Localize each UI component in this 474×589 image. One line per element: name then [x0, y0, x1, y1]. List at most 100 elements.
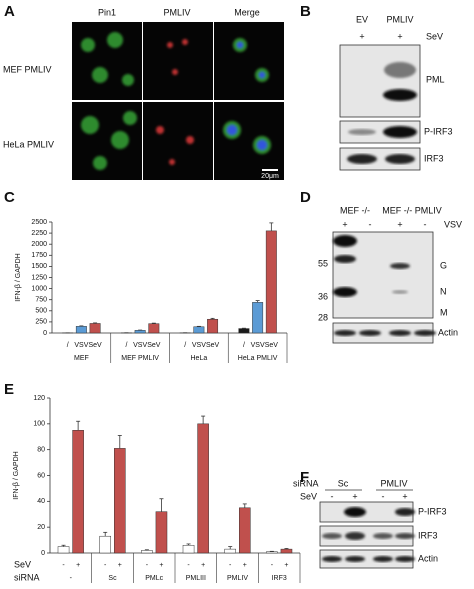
y-tick-label: 80: [37, 447, 45, 454]
series-label: +: [159, 562, 163, 569]
series-label: VSV: [74, 342, 88, 349]
protein-label: N: [440, 286, 447, 296]
series-label: /: [125, 342, 127, 349]
y-tick-label: 1500: [31, 263, 47, 270]
band-label: PML: [426, 74, 445, 84]
lane-mark: -: [369, 219, 372, 229]
lane-label: MEF -/- PMLIV: [382, 205, 442, 215]
bar: [224, 548, 237, 554]
group-label: MEF: [74, 355, 89, 362]
bar: [141, 550, 153, 554]
lane-mark: -: [424, 219, 427, 229]
treatment-label: SeV: [426, 31, 443, 41]
y-tick-label: 120: [33, 395, 45, 402]
scale-bar-label: 20μm: [261, 173, 279, 180]
y-tick-label: 100: [33, 421, 45, 428]
bar: [239, 507, 251, 554]
row-label: siRNA: [14, 572, 40, 582]
bar: [193, 326, 205, 334]
series-label: -: [187, 562, 190, 569]
bar: [266, 551, 278, 554]
lane-mark: -: [382, 491, 385, 501]
column-label: Pin1: [98, 7, 116, 17]
bar: [238, 328, 250, 334]
bar: [114, 448, 126, 554]
bar: [89, 323, 101, 334]
y-tick-label: 60: [37, 472, 45, 479]
band-label: IRF3: [418, 530, 438, 540]
protein-label: G: [440, 260, 447, 270]
y-tick-label: 2500: [31, 219, 47, 226]
row-label: SeV: [300, 491, 317, 501]
series-label: -: [62, 562, 65, 569]
series-label: VSV: [133, 342, 147, 349]
y-tick-label: 250: [35, 319, 47, 326]
series-label: +: [118, 562, 122, 569]
group-label: PMLIV: [227, 575, 248, 582]
bar: [72, 430, 84, 554]
lane-label: Sc: [338, 478, 349, 488]
series-label: SeV: [147, 342, 161, 349]
series-label: -: [146, 562, 149, 569]
band-label: Actin: [418, 553, 438, 563]
y-tick-label: 750: [35, 297, 47, 304]
series-label: +: [76, 562, 80, 569]
y-tick-label: 2000: [31, 241, 47, 248]
lane-mark: +: [352, 491, 357, 501]
protein-label: M: [440, 307, 448, 317]
panel-label: E: [4, 381, 14, 398]
y-tick-label: 1750: [31, 252, 47, 259]
series-label: SeV: [265, 342, 279, 349]
series-label: SeV: [88, 342, 102, 349]
band-label: IRF3: [424, 153, 444, 163]
y-tick-label: 20: [37, 524, 45, 531]
bar: [207, 318, 219, 334]
y-tick-label: 1000: [31, 285, 47, 292]
bar: [57, 546, 70, 554]
group-label: HeLa: [191, 355, 208, 362]
panel-label: A: [4, 3, 15, 20]
y-tick-label: 0: [41, 550, 45, 557]
series-label: +: [243, 562, 247, 569]
series-label: VSV: [251, 342, 265, 349]
size-marker: 28: [318, 312, 328, 322]
bar: [252, 302, 264, 334]
lane-label: PMLIV: [380, 478, 407, 488]
column-label: PMLIV: [163, 7, 190, 17]
column-label: Merge: [234, 7, 260, 17]
lane-mark: +: [397, 219, 402, 229]
lane-mark: +: [359, 31, 364, 41]
group-label: PMLIII: [186, 575, 206, 582]
bar: [148, 323, 160, 334]
lane-mark: +: [397, 31, 402, 41]
lane-mark: -: [331, 491, 334, 501]
row-label: HeLa PMLIV: [3, 139, 54, 149]
bar: [197, 423, 209, 554]
y-axis-label: IFN-β / GAPDH: [15, 253, 22, 301]
group-label: -: [70, 575, 73, 582]
bar: [99, 535, 111, 554]
group-label: MEF PMLIV: [121, 355, 159, 362]
bar: [182, 545, 195, 554]
panel-label: B: [300, 3, 311, 20]
y-tick-label: 1250: [31, 274, 47, 281]
micrographs: [72, 22, 284, 180]
panel-label: D: [300, 189, 311, 206]
y-tick-label: 40: [37, 498, 45, 505]
bar: [265, 230, 277, 334]
y-tick-label: 500: [35, 308, 47, 315]
y-tick-label: 2250: [31, 230, 47, 237]
group-label: Sc: [108, 575, 117, 582]
lane-label: EV: [356, 14, 368, 24]
size-marker: 36: [318, 291, 328, 301]
series-label: -: [104, 562, 107, 569]
row-label: MEF PMLIV: [3, 64, 52, 74]
band-label: P-IRF3: [424, 126, 453, 136]
series-label: /: [184, 342, 186, 349]
series-label: -: [271, 562, 274, 569]
blot: [332, 231, 436, 344]
band-label: P-IRF3: [418, 506, 447, 516]
bar: [75, 326, 87, 334]
series-label: /: [67, 342, 69, 349]
